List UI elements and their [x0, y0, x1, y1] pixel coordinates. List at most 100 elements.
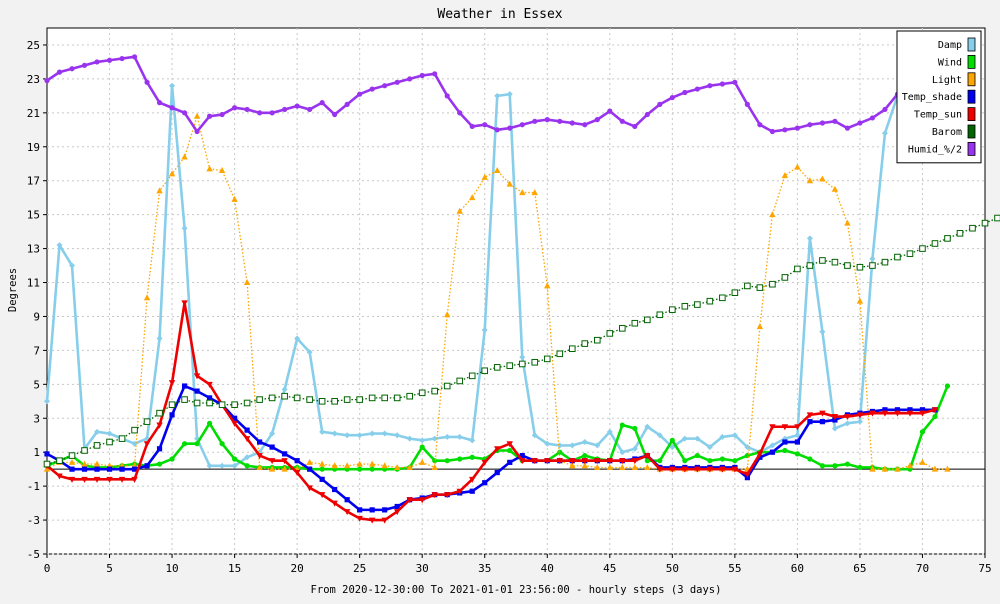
x-tick-label: 40 — [541, 562, 554, 575]
data-point-light — [919, 458, 926, 465]
data-point-wind — [357, 466, 363, 472]
data-point-light — [206, 165, 213, 172]
data-point-barom — [443, 382, 451, 390]
data-point-temp-sun — [256, 453, 263, 460]
data-point-barom — [431, 387, 439, 395]
data-point-humid-2 — [832, 118, 838, 124]
data-point-humid-2 — [807, 122, 813, 128]
legend-label: Humid_%/2 — [908, 144, 962, 155]
data-point-temp-sun — [444, 492, 451, 499]
data-point-humid-2 — [294, 103, 300, 109]
data-point-temp-sun — [706, 466, 714, 473]
data-point-temp-shade — [44, 451, 50, 457]
data-point-wind — [194, 441, 200, 447]
x-tick-label: 30 — [416, 562, 429, 575]
data-point-damp — [669, 444, 676, 451]
data-point-light — [193, 112, 201, 119]
data-point-wind — [944, 383, 951, 389]
data-point-barom — [931, 240, 939, 247]
data-point-damp — [419, 437, 426, 444]
data-point-damp — [706, 444, 713, 451]
data-point-light — [856, 297, 864, 304]
data-point-barom — [343, 396, 351, 403]
data-point-light — [894, 465, 901, 472]
data-point-barom — [556, 350, 564, 358]
data-point-light — [218, 167, 226, 174]
data-point-light — [569, 462, 576, 469]
legend-label: Wind — [938, 57, 962, 68]
data-point-wind — [919, 429, 926, 435]
data-point-light — [331, 462, 338, 469]
data-point-light — [306, 458, 313, 465]
data-point-humid-2 — [819, 120, 826, 126]
data-point-humid-2 — [469, 123, 475, 130]
data-point-damp — [831, 425, 838, 432]
data-point-light — [68, 458, 76, 465]
data-point-barom — [894, 253, 901, 261]
data-point-wind — [507, 447, 513, 454]
data-point-light — [781, 172, 789, 179]
data-point-barom — [869, 262, 876, 269]
data-point-temp-sun — [193, 373, 201, 380]
x-tick-label: 25 — [353, 562, 366, 575]
data-point-humid-2 — [119, 55, 125, 62]
legend-swatch — [967, 141, 976, 156]
legend-item-temp-shade: Temp_shade — [902, 89, 976, 104]
data-point-humid-2 — [131, 54, 138, 60]
data-point-humid-2 — [69, 66, 75, 72]
data-point-barom — [819, 257, 826, 264]
legend-item-barom: Barom — [932, 124, 976, 139]
data-point-wind — [619, 422, 625, 428]
data-point-barom — [706, 297, 714, 305]
data-point-wind — [707, 458, 713, 464]
data-point-temp-sun — [631, 458, 639, 465]
data-point-humid-2 — [332, 111, 338, 118]
data-point-humid-2 — [344, 101, 350, 107]
data-point-temp-sun — [494, 446, 501, 453]
data-point-humid-2 — [494, 127, 500, 133]
x-axis-label: From 2020-12-30:00 To 2021-01-01 23:56:0… — [311, 584, 722, 596]
data-point-temp-shade — [294, 458, 300, 464]
data-point-temp-sun — [81, 476, 88, 483]
data-point-temp-shade — [919, 407, 926, 413]
data-point-light — [368, 460, 376, 467]
data-point-barom — [719, 294, 726, 302]
y-tick-label: 5 — [33, 378, 40, 391]
data-point-humid-2 — [56, 69, 63, 75]
data-point-temp-shade — [81, 466, 88, 472]
data-point-damp — [519, 354, 526, 361]
data-point-temp-sun — [531, 458, 538, 465]
data-point-temp-shade — [819, 419, 826, 425]
legend-item-damp: Damp — [938, 37, 976, 52]
data-point-wind — [682, 458, 688, 464]
data-point-damp — [156, 335, 163, 342]
legend-swatch — [967, 72, 976, 87]
data-point-barom — [669, 306, 676, 313]
data-point-temp-shade — [119, 466, 125, 472]
data-point-light — [494, 167, 501, 174]
data-point-barom — [368, 394, 376, 402]
data-point-humid-2 — [782, 127, 788, 133]
data-point-light — [156, 187, 163, 194]
data-point-humid-2 — [519, 122, 525, 128]
data-point-humid-2 — [607, 108, 613, 114]
legend-swatch — [967, 89, 976, 104]
data-point-light — [318, 460, 326, 467]
x-tick-label: 15 — [228, 562, 241, 575]
data-point-barom — [318, 397, 326, 405]
data-point-temp-sun — [569, 458, 576, 465]
legend-box — [896, 30, 982, 164]
data-point-barom — [418, 389, 426, 397]
data-point-damp — [806, 235, 813, 242]
data-point-humid-2 — [882, 106, 888, 113]
data-point-light — [606, 463, 613, 470]
data-point-temp-sun — [168, 380, 176, 387]
x-tick-label: 70 — [916, 562, 929, 575]
legend-item-temp-sun: Temp_sun — [914, 107, 976, 121]
data-point-wind — [807, 456, 813, 462]
data-point-barom — [156, 409, 163, 417]
data-point-temp-sun — [669, 466, 676, 473]
data-point-damp — [819, 328, 826, 335]
data-point-damp — [44, 398, 50, 405]
